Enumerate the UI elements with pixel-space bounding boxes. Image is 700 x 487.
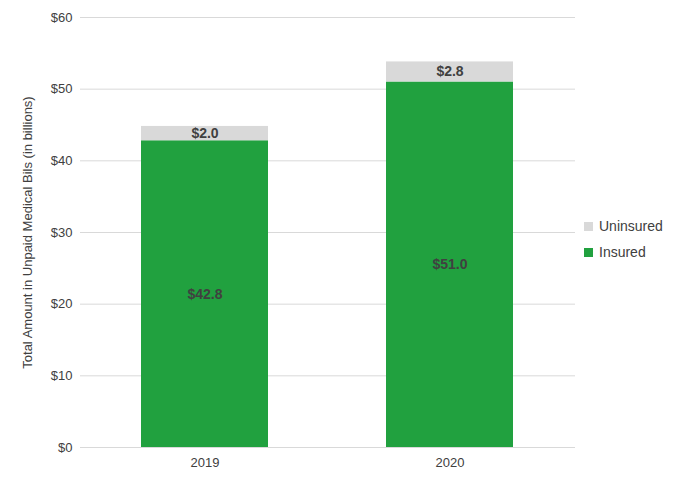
svg-text:2020: 2020 — [436, 455, 465, 470]
svg-text:$40: $40 — [51, 153, 73, 168]
svg-text:$2.8: $2.8 — [436, 63, 463, 79]
svg-text:2019: 2019 — [191, 455, 220, 470]
html-text:Uninsured: Uninsured — [599, 218, 663, 234]
html-text:Insured: Insured — [599, 244, 646, 260]
svg-text:$42.8: $42.8 — [187, 286, 222, 302]
svg-text:$20: $20 — [51, 296, 73, 311]
svg-text:$50: $50 — [51, 81, 73, 96]
svg-text:Total Amount in Unpaid Medical: Total Amount in Unpaid Medical Bils (in … — [20, 96, 35, 368]
svg-text:$30: $30 — [51, 225, 73, 240]
svg-text:$51.0: $51.0 — [432, 256, 467, 272]
svg-text:$2.0: $2.0 — [191, 125, 218, 141]
svg-text:$10: $10 — [51, 368, 73, 383]
svg-text:$0: $0 — [58, 440, 72, 455]
svg-text:$60: $60 — [51, 10, 73, 25]
